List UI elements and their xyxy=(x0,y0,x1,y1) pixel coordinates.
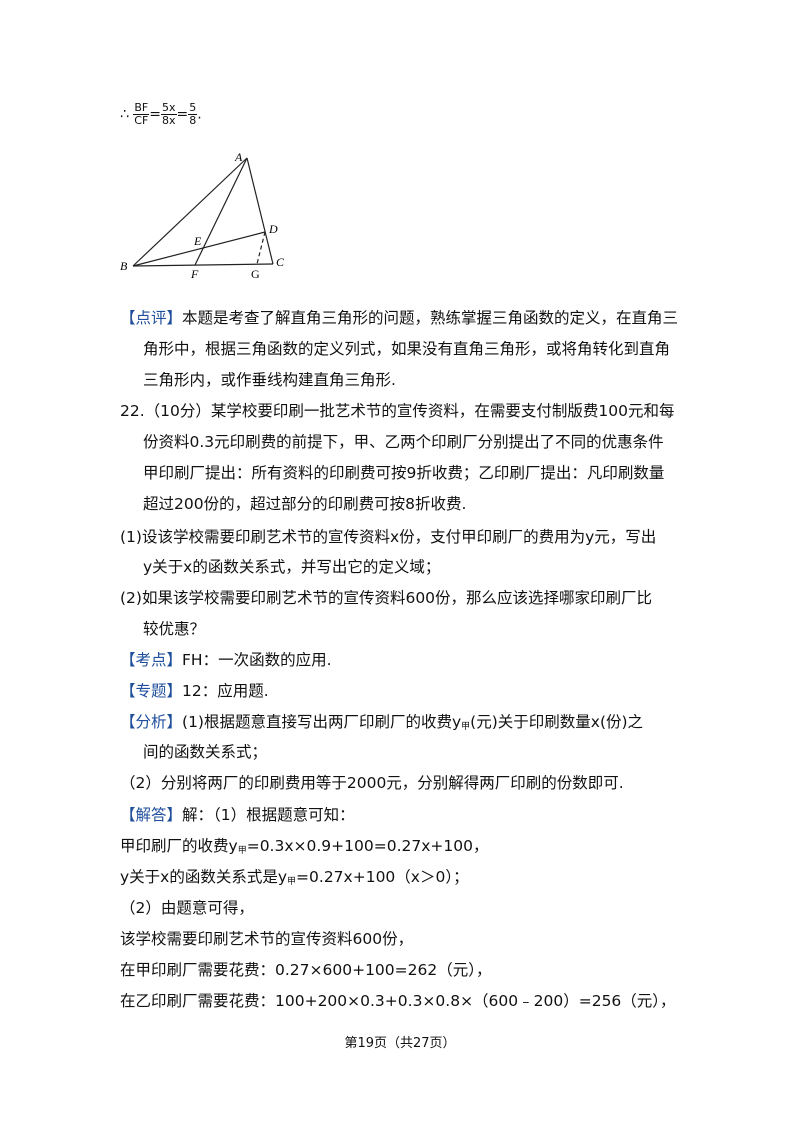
text-line: 【分析】(1)根据题意直接写出两厂印刷厂的收费y甲(元)关于印刷数量x(份)之 xyxy=(120,712,643,737)
text-run: 在乙印刷厂需要花费：100+200×0.3+0.3×0.8×（600﹣200）=… xyxy=(120,992,676,1010)
symbol: ∴ xyxy=(120,106,129,123)
section-tag: 【分析】 xyxy=(120,713,183,731)
text-run: 三角形内，或作垂线构建直角三角形. xyxy=(143,371,396,389)
formula: ∴ BF CF = 5x 8x = 5 8. xyxy=(120,102,202,127)
point-label: D xyxy=(268,222,278,236)
text-line: 间的函数关系式； xyxy=(143,742,267,762)
text-line: 份资料0.3元印刷费的前提下，甲、乙两个印刷厂分别提出了不同的优惠条件 xyxy=(143,432,664,452)
text-line: 超过200份的，超过部分的印刷费可按8折收费. xyxy=(143,494,466,514)
point-label: E xyxy=(193,234,202,248)
triangle-figure: A B C D E F G xyxy=(120,150,285,281)
text-run: (1)设该学校需要印刷艺术节的宣传资料x份，支付甲印刷厂的费用为y元，写出 xyxy=(120,528,657,546)
edge xyxy=(132,157,248,267)
text-line: 【考点】FH：一次函数的应用. xyxy=(120,650,332,670)
symbol: = xyxy=(176,106,189,123)
fraction: BF CF xyxy=(133,101,150,127)
text-run: 12：应用题. xyxy=(182,682,269,700)
text-line: 22.（10分）某学校要印刷一批艺术节的宣传资料，在需要支付制版费100元和每 xyxy=(120,401,674,421)
text-line: 【解答】解：（1）根据题意可知： xyxy=(120,805,355,825)
point-label: B xyxy=(120,259,128,273)
denominator: CF xyxy=(134,114,149,127)
text-run: 本题是考查了解直角三角形的问题，熟练掌握三角函数的定义，在直角三 xyxy=(182,309,679,327)
symbol: = xyxy=(149,106,161,123)
edge xyxy=(132,263,274,267)
text-run: 该学校需要印刷艺术节的宣传资料600份， xyxy=(120,930,414,948)
section-tag: 【考点】 xyxy=(120,651,183,669)
point-label: G xyxy=(251,267,260,281)
subscript: 甲 xyxy=(287,877,297,887)
text-run: （2）分别将两厂的印刷费用等于2000元，分别解得两厂印刷的份数即可. xyxy=(120,774,624,792)
numerator: 5 xyxy=(188,101,198,115)
text-run: =0.3x×0.9+100=0.27x+100， xyxy=(246,837,489,855)
page-footer: 第19页（共27页） xyxy=(344,1036,456,1051)
section-tag: 【专题】 xyxy=(120,682,183,700)
text-line: 【专题】12：应用题. xyxy=(120,681,269,701)
edge xyxy=(194,157,248,266)
text-line: 甲印刷厂提出：所有资料的印刷费可按9折收费；乙印刷厂提出：凡印刷数量 xyxy=(143,463,664,483)
denominator: 8 xyxy=(189,114,197,127)
text-run: y关于x的函数关系式，并写出它的定义域； xyxy=(143,558,441,576)
text-line: (1)设该学校需要印刷艺术节的宣传资料x份，支付甲印刷厂的费用为y元，写出 xyxy=(120,527,656,547)
text-line: 甲印刷厂的收费y甲=0.3x×0.9+100=0.27x+100， xyxy=(120,836,488,861)
edge xyxy=(132,231,266,267)
section-tag: 【解答】 xyxy=(120,806,183,824)
text-run: 间的函数关系式； xyxy=(143,743,268,761)
text-run: y关于x的函数关系式是y xyxy=(120,868,288,886)
text-line: 在甲印刷厂需要花费：0.27×600+100=262（元）， xyxy=(120,960,491,980)
numerator: BF xyxy=(133,101,150,115)
dashed-edge xyxy=(256,231,266,265)
text-line: y关于x的函数关系式是y甲=0.27x+100（x＞0）； xyxy=(120,867,469,892)
text-line: 在乙印刷厂需要花费：100+200×0.3+0.3×0.8×（600﹣200）=… xyxy=(120,991,676,1011)
subscript: 甲 xyxy=(461,722,471,732)
text-run: FH：一次函数的应用. xyxy=(182,651,332,669)
point-label: C xyxy=(276,255,285,269)
text-line: （2）由题意可得， xyxy=(120,898,254,918)
denominator: 8x xyxy=(161,114,176,127)
text-run: 较优惠？ xyxy=(143,620,206,638)
text-line: (2)如果该学校需要印刷艺术节的宣传资料600份，那么应该选择哪家印刷厂比 xyxy=(120,588,652,608)
symbol: . xyxy=(197,106,202,123)
text-line: 较优惠？ xyxy=(143,619,205,639)
text-run: 角形中，根据三角函数的定义列式，如果没有直角三角形，或将角转化到直角 xyxy=(143,340,671,358)
section-tag: 【点评】 xyxy=(120,309,183,327)
text-run: 份资料0.3元印刷费的前提下，甲、乙两个印刷厂分别提出了不同的优惠条件 xyxy=(143,433,664,451)
text-run: =0.27x+100（x＞0）； xyxy=(296,868,469,886)
text-run: 甲印刷厂提出：所有资料的印刷费可按9折收费；乙印刷厂提出：凡印刷数量 xyxy=(143,464,665,482)
text-run: 在甲印刷厂需要花费：0.27×600+100=262（元）， xyxy=(120,961,492,979)
text-run: 超过200份的，超过部分的印刷费可按8折收费. xyxy=(143,495,467,513)
numerator: 5x xyxy=(160,101,177,115)
text-line: 三角形内，或作垂线构建直角三角形. xyxy=(143,370,396,390)
text-line: y关于x的函数关系式，并写出它的定义域； xyxy=(143,557,440,577)
subscript: 甲 xyxy=(237,846,247,856)
point-label: A xyxy=(234,150,243,164)
text-run: 甲印刷厂的收费y xyxy=(120,837,238,855)
text-run: 解：（1）根据题意可知： xyxy=(182,806,355,824)
text-line: （2）分别将两厂的印刷费用等于2000元，分别解得两厂印刷的份数即可. xyxy=(120,773,624,793)
text-line: 该学校需要印刷艺术节的宣传资料600份， xyxy=(120,929,413,949)
text-run: 22.（10分）某学校要印刷一批艺术节的宣传资料，在需要支付制版费100元和每 xyxy=(120,402,675,420)
text-line: 【点评】本题是考查了解直角三角形的问题，熟练掌握三角函数的定义，在直角三 xyxy=(120,308,678,328)
text-run: (1)根据题意直接写出两厂印刷厂的收费y xyxy=(182,713,462,731)
text-run: (元)关于印刷数量x(份)之 xyxy=(470,713,644,731)
point-label: F xyxy=(190,267,199,281)
fraction: 5x 8x xyxy=(160,101,177,127)
text-line: 角形中，根据三角函数的定义列式，如果没有直角三角形，或将角转化到直角 xyxy=(143,339,670,359)
text-run: （2）由题意可得， xyxy=(120,899,254,917)
text-run: (2)如果该学校需要印刷艺术节的宣传资料600份，那么应该选择哪家印刷厂比 xyxy=(120,589,653,607)
edge xyxy=(246,157,274,265)
